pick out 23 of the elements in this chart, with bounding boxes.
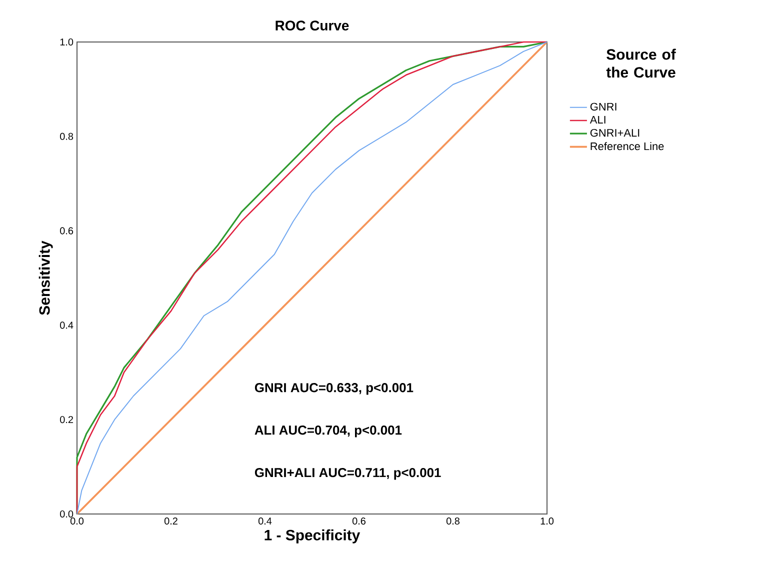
x-tick-label: 0.2	[164, 518, 178, 525]
legend-label: GNRI+ALI	[590, 128, 640, 137]
y-tick-label: 0.2	[60, 416, 73, 424]
x-tick-label: 0.0	[70, 518, 84, 525]
legend-label: GNRI	[590, 102, 616, 111]
y-tick-label: 1.0	[60, 38, 74, 46]
x-tick-label: 0.6	[352, 518, 366, 525]
y-axis-title: Sensitivity	[38, 240, 53, 315]
legend-title: Source of the Curve	[606, 48, 676, 78]
y-tick-label: 0.6	[60, 227, 74, 234]
y-tick-label: 0.4	[60, 322, 74, 329]
annotation: GNRI AUC=0.633, p<0.001	[254, 383, 414, 395]
legend-label: Reference Line	[590, 142, 664, 150]
x-tick-label: 0.8	[446, 518, 460, 525]
annotation: ALI AUC=0.704, p<0.001	[254, 426, 402, 438]
legend-label: ALI	[590, 116, 606, 124]
x-tick-label: 0.4	[258, 518, 272, 525]
y-tick-label: 0.0	[60, 510, 74, 518]
x-tick-label: 1.0	[540, 518, 554, 525]
chart-title: ROC Curve	[276, 20, 349, 31]
y-tick-label: 0.8	[60, 132, 74, 140]
annotation: GNRI+ALI AUC=0.711, p<0.001	[254, 468, 441, 480]
x-axis-title: 1 - Specificity	[264, 529, 360, 544]
